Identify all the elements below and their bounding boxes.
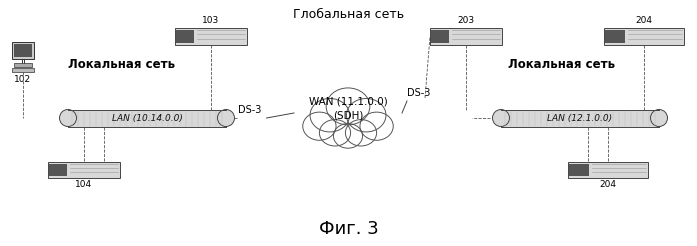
Ellipse shape bbox=[346, 98, 386, 132]
Bar bbox=[175, 28, 247, 45]
Bar bbox=[14, 63, 32, 67]
Text: DS-3: DS-3 bbox=[407, 88, 430, 98]
Bar bbox=[604, 28, 684, 45]
Ellipse shape bbox=[302, 112, 336, 140]
Bar bbox=[569, 164, 589, 176]
Bar bbox=[605, 30, 625, 43]
Bar bbox=[568, 162, 648, 178]
Bar bbox=[48, 162, 120, 178]
Ellipse shape bbox=[346, 120, 376, 146]
Ellipse shape bbox=[319, 120, 351, 146]
Bar bbox=[176, 30, 194, 43]
Text: 104: 104 bbox=[75, 180, 93, 189]
Text: Локальная сеть: Локальная сеть bbox=[508, 59, 615, 72]
Ellipse shape bbox=[217, 109, 234, 126]
Bar bbox=[431, 30, 449, 43]
Ellipse shape bbox=[360, 112, 393, 140]
Text: DS-3: DS-3 bbox=[238, 105, 262, 115]
Text: Фиг. 3: Фиг. 3 bbox=[319, 220, 378, 238]
Bar bbox=[430, 28, 502, 45]
Ellipse shape bbox=[326, 88, 370, 125]
Ellipse shape bbox=[650, 109, 668, 126]
Bar bbox=[14, 44, 32, 57]
Text: 204: 204 bbox=[636, 16, 652, 25]
Text: 103: 103 bbox=[202, 16, 220, 25]
Text: Локальная сеть: Локальная сеть bbox=[68, 59, 175, 72]
Text: LAN (12.1.0.0): LAN (12.1.0.0) bbox=[547, 113, 613, 123]
Ellipse shape bbox=[493, 109, 510, 126]
Text: WAN (11.1.0.0)
(SDH): WAN (11.1.0.0) (SDH) bbox=[309, 97, 388, 121]
Bar bbox=[501, 109, 659, 126]
Bar bbox=[49, 164, 67, 176]
Text: LAN (10.14.0.0): LAN (10.14.0.0) bbox=[112, 113, 183, 123]
Text: 203: 203 bbox=[457, 16, 475, 25]
Bar bbox=[68, 109, 226, 126]
Bar bbox=[12, 42, 34, 59]
Ellipse shape bbox=[59, 109, 77, 126]
Bar bbox=[12, 67, 34, 72]
Text: Глобальная сеть: Глобальная сеть bbox=[293, 8, 404, 21]
Text: 102: 102 bbox=[15, 75, 31, 84]
Ellipse shape bbox=[333, 123, 362, 148]
Ellipse shape bbox=[310, 98, 350, 132]
Text: 204: 204 bbox=[599, 180, 617, 189]
